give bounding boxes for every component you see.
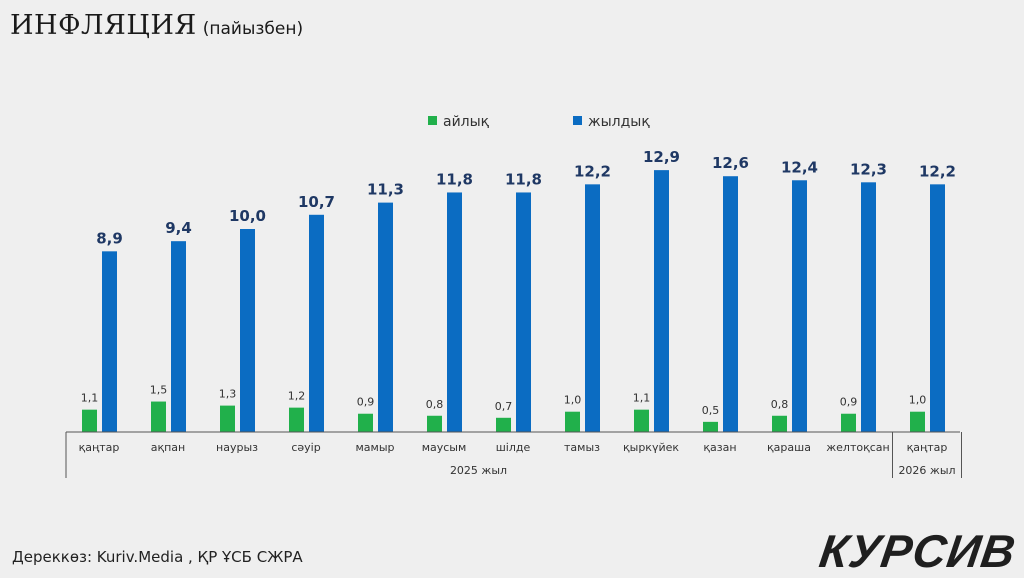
bar-monthly xyxy=(841,413,856,432)
data-label-monthly: 1,2 xyxy=(288,390,306,403)
data-label-monthly: 0,9 xyxy=(840,396,858,409)
data-label-annual: 9,4 xyxy=(165,219,192,237)
x-tick-label: сәуір xyxy=(291,441,320,454)
group-label: 2025 жыл xyxy=(450,464,507,477)
title-main: ИНФЛЯЦИЯ xyxy=(10,10,197,41)
bar-monthly xyxy=(289,407,304,432)
x-tick-label: маусым xyxy=(422,441,467,454)
data-label-annual: 12,3 xyxy=(850,160,887,178)
data-label-monthly: 1,3 xyxy=(219,388,237,401)
data-label-annual: 12,9 xyxy=(643,148,680,166)
bar-monthly xyxy=(703,421,718,432)
data-label-annual: 12,2 xyxy=(574,162,611,180)
data-label-monthly: 1,5 xyxy=(150,384,168,397)
kursiv-logo: КУРСИВ xyxy=(816,525,1020,577)
bar-annual xyxy=(792,180,807,432)
data-label-annual: 11,3 xyxy=(367,181,404,199)
data-label-monthly: 1,1 xyxy=(633,392,651,405)
x-tick-label: қараша xyxy=(767,441,811,454)
data-label-annual: 11,8 xyxy=(505,170,542,188)
bar-monthly xyxy=(565,411,580,432)
x-tick-label: тамыз xyxy=(564,441,600,454)
x-tick-label: наурыз xyxy=(216,441,258,454)
data-label-monthly: 0,7 xyxy=(495,400,513,413)
bar-monthly xyxy=(151,401,166,432)
data-label-monthly: 0,9 xyxy=(357,396,375,409)
bar-annual xyxy=(309,214,324,432)
x-tick-label: қыркүйек xyxy=(623,441,679,454)
bar-monthly xyxy=(220,405,235,432)
x-tick-label: шілде xyxy=(496,441,531,454)
bar-annual xyxy=(516,192,531,432)
data-label-monthly: 0,5 xyxy=(702,404,720,417)
bar-monthly xyxy=(82,409,97,432)
data-label-monthly: 1,0 xyxy=(909,394,927,407)
bar-monthly xyxy=(634,409,649,432)
data-label-monthly: 0,8 xyxy=(771,398,789,411)
legend-swatch-monthly xyxy=(428,116,437,125)
x-tick-label: қазан xyxy=(703,441,736,454)
bar-annual xyxy=(861,182,876,432)
group-label: 2026 жыл xyxy=(898,464,955,477)
bar-monthly xyxy=(427,415,442,432)
chart-title: ИНФЛЯЦИЯ (пайызбен) xyxy=(10,10,303,41)
bar-annual xyxy=(723,176,738,432)
legend-swatch-annual xyxy=(573,116,582,125)
x-tick-label: қаңтар xyxy=(907,441,948,454)
bar-monthly xyxy=(772,415,787,432)
bar-monthly xyxy=(358,413,373,432)
bar-annual xyxy=(654,170,669,432)
x-tick-label: мамыр xyxy=(355,441,394,454)
x-tick-label: қаңтар xyxy=(79,441,120,454)
bar-annual xyxy=(171,241,186,432)
bar-annual xyxy=(447,192,462,432)
data-label-annual: 8,9 xyxy=(96,229,123,247)
bar-annual xyxy=(102,251,117,432)
title-unit: (пайызбен) xyxy=(202,19,304,39)
data-label-annual: 12,6 xyxy=(712,154,749,172)
source-note: Дереккөз: Kuriv.Media , ҚР ҰСБ СЖРА xyxy=(12,548,303,566)
bar-annual xyxy=(240,229,255,432)
data-label-monthly: 1,0 xyxy=(564,394,582,407)
bar-monthly xyxy=(496,417,511,432)
data-label-annual: 11,8 xyxy=(436,170,473,188)
data-label-monthly: 1,1 xyxy=(81,392,99,405)
data-label-annual: 10,0 xyxy=(229,207,266,225)
x-tick-label: желтоқсан xyxy=(826,441,889,454)
legend-label-monthly: айлық xyxy=(443,114,490,130)
legend-label-annual: жылдық xyxy=(588,114,650,130)
bar-annual xyxy=(378,202,393,432)
data-label-annual: 12,2 xyxy=(919,162,956,180)
bar-monthly xyxy=(910,411,925,432)
data-label-annual: 12,4 xyxy=(781,158,818,176)
bar-annual xyxy=(930,184,945,432)
x-tick-label: ақпан xyxy=(151,441,186,454)
data-label-annual: 10,7 xyxy=(298,193,335,211)
bar-annual xyxy=(585,184,600,432)
data-label-monthly: 0,8 xyxy=(426,398,444,411)
